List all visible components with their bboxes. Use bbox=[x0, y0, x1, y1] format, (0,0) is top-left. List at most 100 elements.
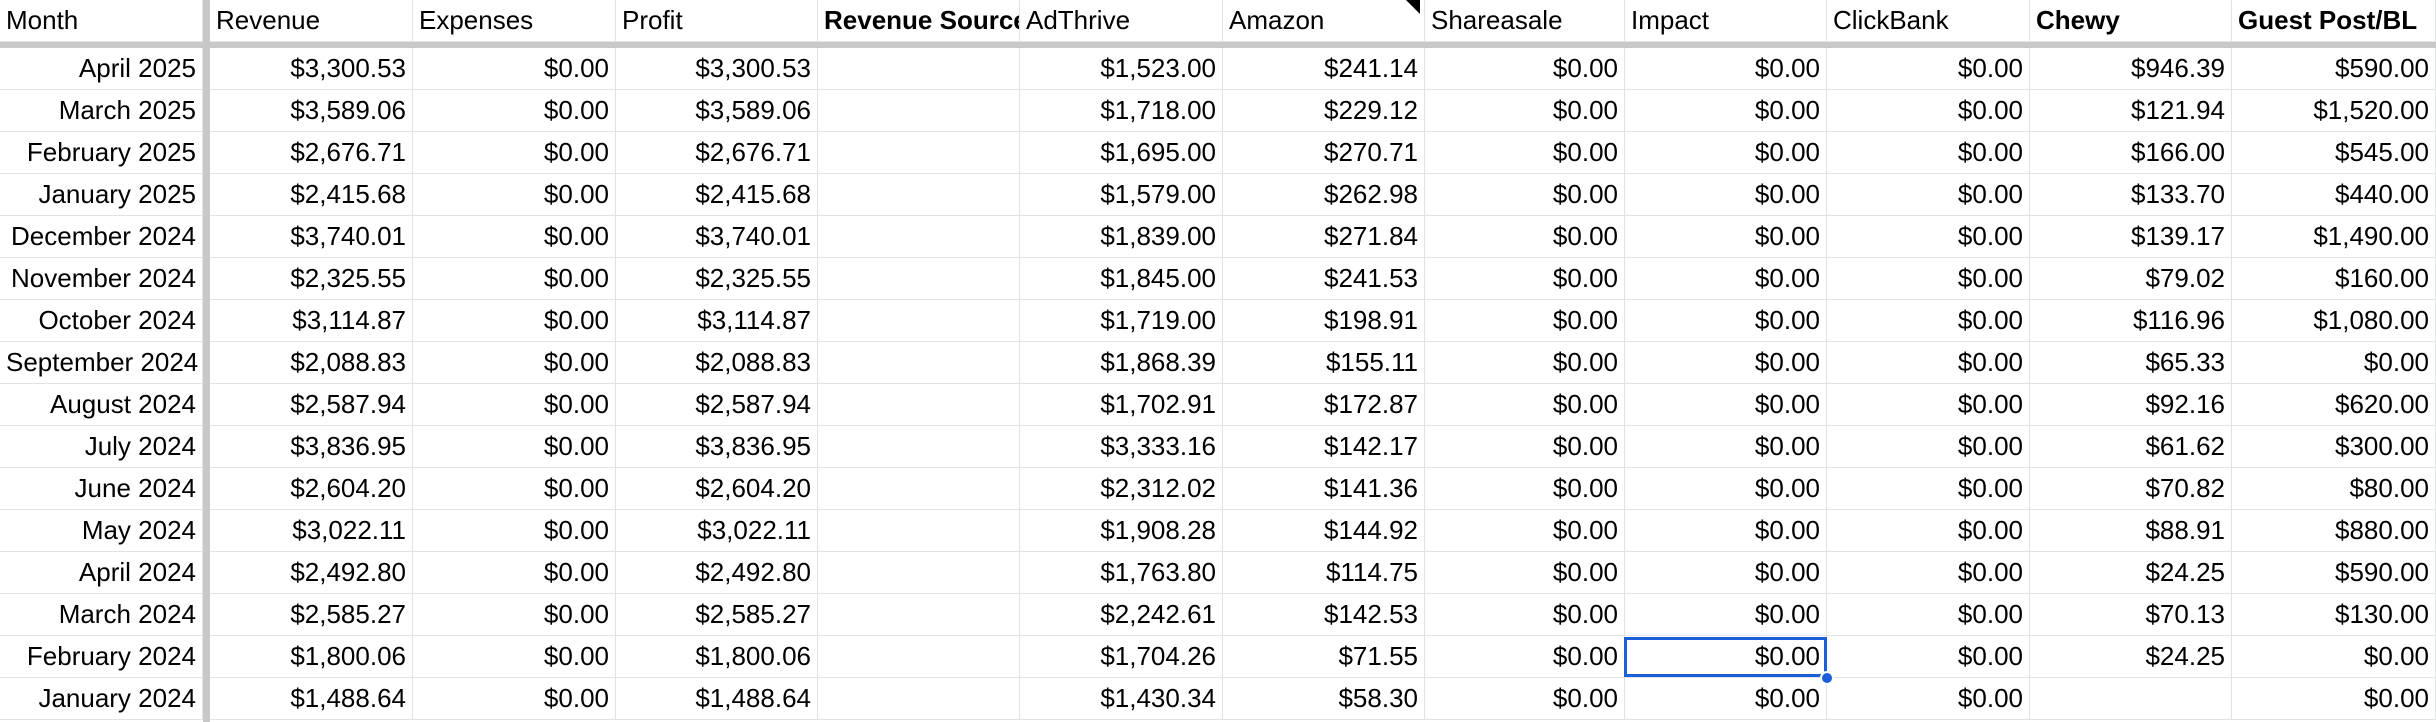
cell-revenue-sources[interactable] bbox=[818, 342, 1020, 384]
cell-month[interactable]: May 2024 bbox=[0, 510, 203, 552]
column-header-revenue-sources[interactable]: Revenue Sources bbox=[818, 0, 1020, 42]
cell-shareasale[interactable]: $0.00 bbox=[1425, 594, 1625, 636]
cell-chewy[interactable]: $92.16 bbox=[2030, 384, 2232, 426]
cell-guest-post-bl[interactable]: $0.00 bbox=[2232, 636, 2436, 678]
cell-chewy[interactable]: $65.33 bbox=[2030, 342, 2232, 384]
cell-clickbank[interactable]: $0.00 bbox=[1827, 552, 2030, 594]
cell-profit[interactable]: $2,492.80 bbox=[616, 552, 818, 594]
cell-profit[interactable]: $2,604.20 bbox=[616, 468, 818, 510]
cell-chewy[interactable]: $79.02 bbox=[2030, 258, 2232, 300]
cell-guest-post-bl[interactable]: $1,520.00 bbox=[2232, 90, 2436, 132]
cell-chewy[interactable]: $946.39 bbox=[2030, 48, 2232, 90]
cell-guest-post-bl[interactable]: $130.00 bbox=[2232, 594, 2436, 636]
cell-profit[interactable]: $2,415.68 bbox=[616, 174, 818, 216]
cell-expenses[interactable]: $0.00 bbox=[413, 300, 616, 342]
cell-impact[interactable]: $0.00 bbox=[1625, 174, 1827, 216]
column-header-chewy[interactable]: Chewy bbox=[2030, 0, 2232, 42]
cell-revenue-sources[interactable] bbox=[818, 300, 1020, 342]
cell-expenses[interactable]: $0.00 bbox=[413, 48, 616, 90]
cell-revenue[interactable]: $2,088.83 bbox=[210, 342, 413, 384]
cell-guest-post-bl[interactable]: $300.00 bbox=[2232, 426, 2436, 468]
cell-clickbank[interactable]: $0.00 bbox=[1827, 300, 2030, 342]
cell-month[interactable]: January 2024 bbox=[0, 678, 203, 720]
cell-month[interactable]: December 2024 bbox=[0, 216, 203, 258]
cell-adthrive[interactable]: $1,695.00 bbox=[1020, 132, 1223, 174]
cell-month[interactable]: October 2024 bbox=[0, 300, 203, 342]
cell-amazon[interactable]: $270.71 bbox=[1223, 132, 1425, 174]
cell-amazon[interactable]: $142.17 bbox=[1223, 426, 1425, 468]
cell-month[interactable]: November 2024 bbox=[0, 258, 203, 300]
cell-revenue[interactable]: $2,604.20 bbox=[210, 468, 413, 510]
cell-impact[interactable]: $0.00 bbox=[1625, 300, 1827, 342]
frozen-row-divider[interactable] bbox=[0, 42, 2436, 48]
column-header-month[interactable]: Month bbox=[0, 0, 203, 42]
cell-adthrive[interactable]: $1,523.00 bbox=[1020, 48, 1223, 90]
cell-profit[interactable]: $3,300.53 bbox=[616, 48, 818, 90]
cell-amazon[interactable]: $58.30 bbox=[1223, 678, 1425, 720]
cell-impact[interactable]: $0.00 bbox=[1625, 384, 1827, 426]
cell-profit[interactable]: $2,088.83 bbox=[616, 342, 818, 384]
cell-revenue-sources[interactable] bbox=[818, 468, 1020, 510]
cell-impact[interactable]: $0.00 bbox=[1625, 594, 1827, 636]
column-header-adthrive[interactable]: AdThrive bbox=[1020, 0, 1223, 42]
cell-chewy[interactable]: $116.96 bbox=[2030, 300, 2232, 342]
cell-guest-post-bl[interactable]: $440.00 bbox=[2232, 174, 2436, 216]
cell-month[interactable]: February 2025 bbox=[0, 132, 203, 174]
cell-revenue[interactable]: $2,587.94 bbox=[210, 384, 413, 426]
cell-revenue-sources[interactable] bbox=[818, 510, 1020, 552]
cell-chewy[interactable]: $88.91 bbox=[2030, 510, 2232, 552]
cell-amazon[interactable]: $229.12 bbox=[1223, 90, 1425, 132]
cell-guest-post-bl[interactable]: $0.00 bbox=[2232, 342, 2436, 384]
column-header-expenses[interactable]: Expenses bbox=[413, 0, 616, 42]
cell-profit[interactable]: $3,022.11 bbox=[616, 510, 818, 552]
cell-clickbank[interactable]: $0.00 bbox=[1827, 174, 2030, 216]
column-header-impact[interactable]: Impact bbox=[1625, 0, 1827, 42]
cell-revenue[interactable]: $3,022.11 bbox=[210, 510, 413, 552]
cell-shareasale[interactable]: $0.00 bbox=[1425, 90, 1625, 132]
cell-expenses[interactable]: $0.00 bbox=[413, 132, 616, 174]
cell-expenses[interactable]: $0.00 bbox=[413, 552, 616, 594]
cell-expenses[interactable]: $0.00 bbox=[413, 342, 616, 384]
cell-expenses[interactable]: $0.00 bbox=[413, 678, 616, 720]
cell-profit[interactable]: $3,114.87 bbox=[616, 300, 818, 342]
cell-profit[interactable]: $2,585.27 bbox=[616, 594, 818, 636]
column-header-profit[interactable]: Profit bbox=[616, 0, 818, 42]
cell-adthrive[interactable]: $1,868.39 bbox=[1020, 342, 1223, 384]
cell-month[interactable]: January 2025 bbox=[0, 174, 203, 216]
cell-clickbank[interactable]: $0.00 bbox=[1827, 384, 2030, 426]
cell-shareasale[interactable]: $0.00 bbox=[1425, 132, 1625, 174]
frozen-column-divider[interactable] bbox=[203, 0, 210, 722]
cell-revenue[interactable]: $1,800.06 bbox=[210, 636, 413, 678]
cell-amazon[interactable]: $172.87 bbox=[1223, 384, 1425, 426]
cell-profit[interactable]: $3,836.95 bbox=[616, 426, 818, 468]
cell-expenses[interactable]: $0.00 bbox=[413, 468, 616, 510]
cell-clickbank[interactable]: $0.00 bbox=[1827, 510, 2030, 552]
cell-impact[interactable]: $0.00 bbox=[1625, 510, 1827, 552]
cell-shareasale[interactable]: $0.00 bbox=[1425, 468, 1625, 510]
cell-expenses[interactable]: $0.00 bbox=[413, 510, 616, 552]
cell-adthrive[interactable]: $3,333.16 bbox=[1020, 426, 1223, 468]
cell-expenses[interactable]: $0.00 bbox=[413, 636, 616, 678]
cell-profit[interactable]: $3,740.01 bbox=[616, 216, 818, 258]
cell-amazon[interactable]: $155.11 bbox=[1223, 342, 1425, 384]
cell-revenue-sources[interactable] bbox=[818, 216, 1020, 258]
cell-revenue-sources[interactable] bbox=[818, 678, 1020, 720]
cell-revenue-sources[interactable] bbox=[818, 174, 1020, 216]
cell-adthrive[interactable]: $1,719.00 bbox=[1020, 300, 1223, 342]
fill-handle[interactable] bbox=[1820, 671, 1834, 685]
cell-revenue[interactable]: $2,415.68 bbox=[210, 174, 413, 216]
cell-clickbank[interactable]: $0.00 bbox=[1827, 216, 2030, 258]
cell-chewy[interactable]: $139.17 bbox=[2030, 216, 2232, 258]
cell-month[interactable]: June 2024 bbox=[0, 468, 203, 510]
cell-profit[interactable]: $2,676.71 bbox=[616, 132, 818, 174]
cell-month[interactable]: March 2025 bbox=[0, 90, 203, 132]
cell-month[interactable]: July 2024 bbox=[0, 426, 203, 468]
cell-guest-post-bl[interactable]: $1,490.00 bbox=[2232, 216, 2436, 258]
cell-shareasale[interactable]: $0.00 bbox=[1425, 300, 1625, 342]
cell-amazon[interactable]: $144.92 bbox=[1223, 510, 1425, 552]
cell-revenue[interactable]: $3,740.01 bbox=[210, 216, 413, 258]
column-header-revenue[interactable]: Revenue bbox=[210, 0, 413, 42]
cell-revenue-sources[interactable] bbox=[818, 258, 1020, 300]
cell-revenue-sources[interactable] bbox=[818, 48, 1020, 90]
cell-adthrive[interactable]: $1,839.00 bbox=[1020, 216, 1223, 258]
